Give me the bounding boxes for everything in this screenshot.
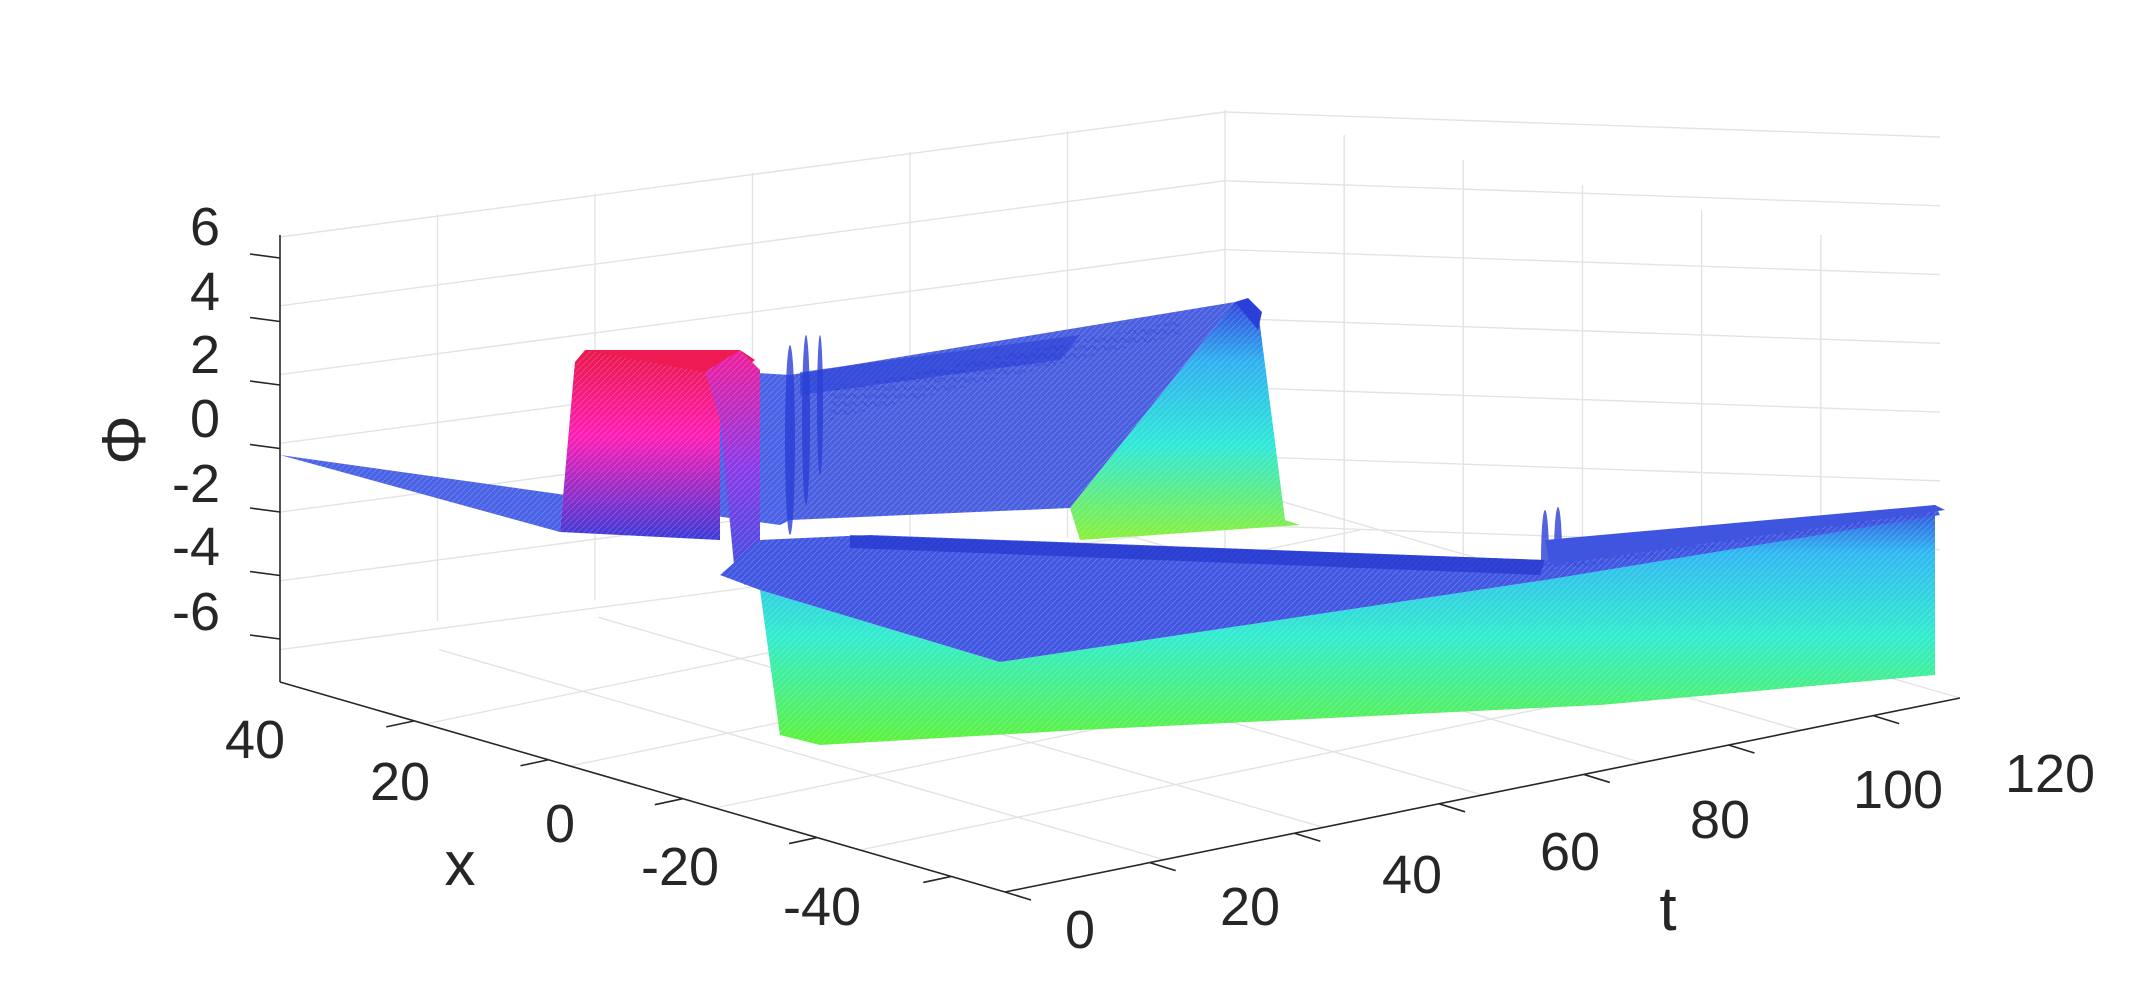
x-tick-label: 0: [545, 794, 575, 854]
grid-line: [1224, 111, 1941, 138]
t-tick-label: 40: [1382, 845, 1442, 905]
x-tick-label: 20: [370, 752, 430, 812]
t-tick-label: 80: [1690, 790, 1750, 850]
t-tick-mark: [1004, 891, 1032, 901]
t-tick-label: 100: [1853, 760, 1943, 820]
t-tick-label: 120: [2005, 744, 2095, 804]
x-tick-label: -40: [783, 877, 861, 937]
z-axis-ticks: 6 4 2 0 -2 -4 -6: [172, 197, 220, 642]
x-tick-label: -20: [641, 837, 719, 897]
t-tick-mark: [1728, 744, 1755, 754]
z-tick-mark: [249, 443, 281, 450]
x-tick-mark: [654, 797, 683, 806]
surface-mesh: [280, 298, 1945, 745]
z-tick-mark: [249, 634, 281, 640]
z-tick-mark: [249, 507, 281, 513]
t-axis-label: t: [1659, 875, 1676, 944]
z-tick-label: -4: [172, 517, 220, 577]
x-axis-ticks: 40 20 0 -20 -40: [225, 710, 861, 937]
z-tick-label: -6: [172, 582, 220, 642]
z-tick-mark: [249, 316, 281, 323]
t-tick-mark: [1294, 832, 1321, 842]
t-tick-mark: [1149, 861, 1176, 872]
z-tick-label: 6: [190, 197, 220, 257]
z-tick-label: -2: [172, 454, 220, 514]
x-tick-label: 40: [225, 710, 285, 770]
x-axis-label: x: [445, 830, 476, 899]
t-axis-ticks: 0 20 40 60 80 100 120: [1065, 744, 2095, 960]
t-tick-mark: [1872, 714, 1900, 725]
t-tick-label: 20: [1220, 877, 1280, 937]
t-tick-mark: [1438, 803, 1466, 813]
tick-marks: [249, 253, 1900, 901]
z-tick-mark: [249, 380, 281, 386]
z-axis-label: Φ: [90, 415, 159, 464]
z-tick-label: 2: [190, 325, 220, 385]
x-tick-mark: [386, 720, 415, 728]
axes-box: [279, 235, 1961, 893]
z-tick-mark: [249, 570, 281, 577]
z-tick-label: 0: [190, 389, 220, 449]
z-tick-mark: [249, 253, 281, 259]
x-tick-mark: [520, 758, 549, 767]
t-tick-label: 0: [1065, 900, 1095, 960]
x-tick-mark: [923, 875, 952, 884]
t-tick-mark: [1583, 773, 1611, 784]
t-tick-label: 60: [1540, 822, 1600, 882]
grid-line: [438, 648, 1165, 861]
z-tick-label: 4: [190, 262, 220, 322]
x-tick-mark: [788, 836, 818, 845]
